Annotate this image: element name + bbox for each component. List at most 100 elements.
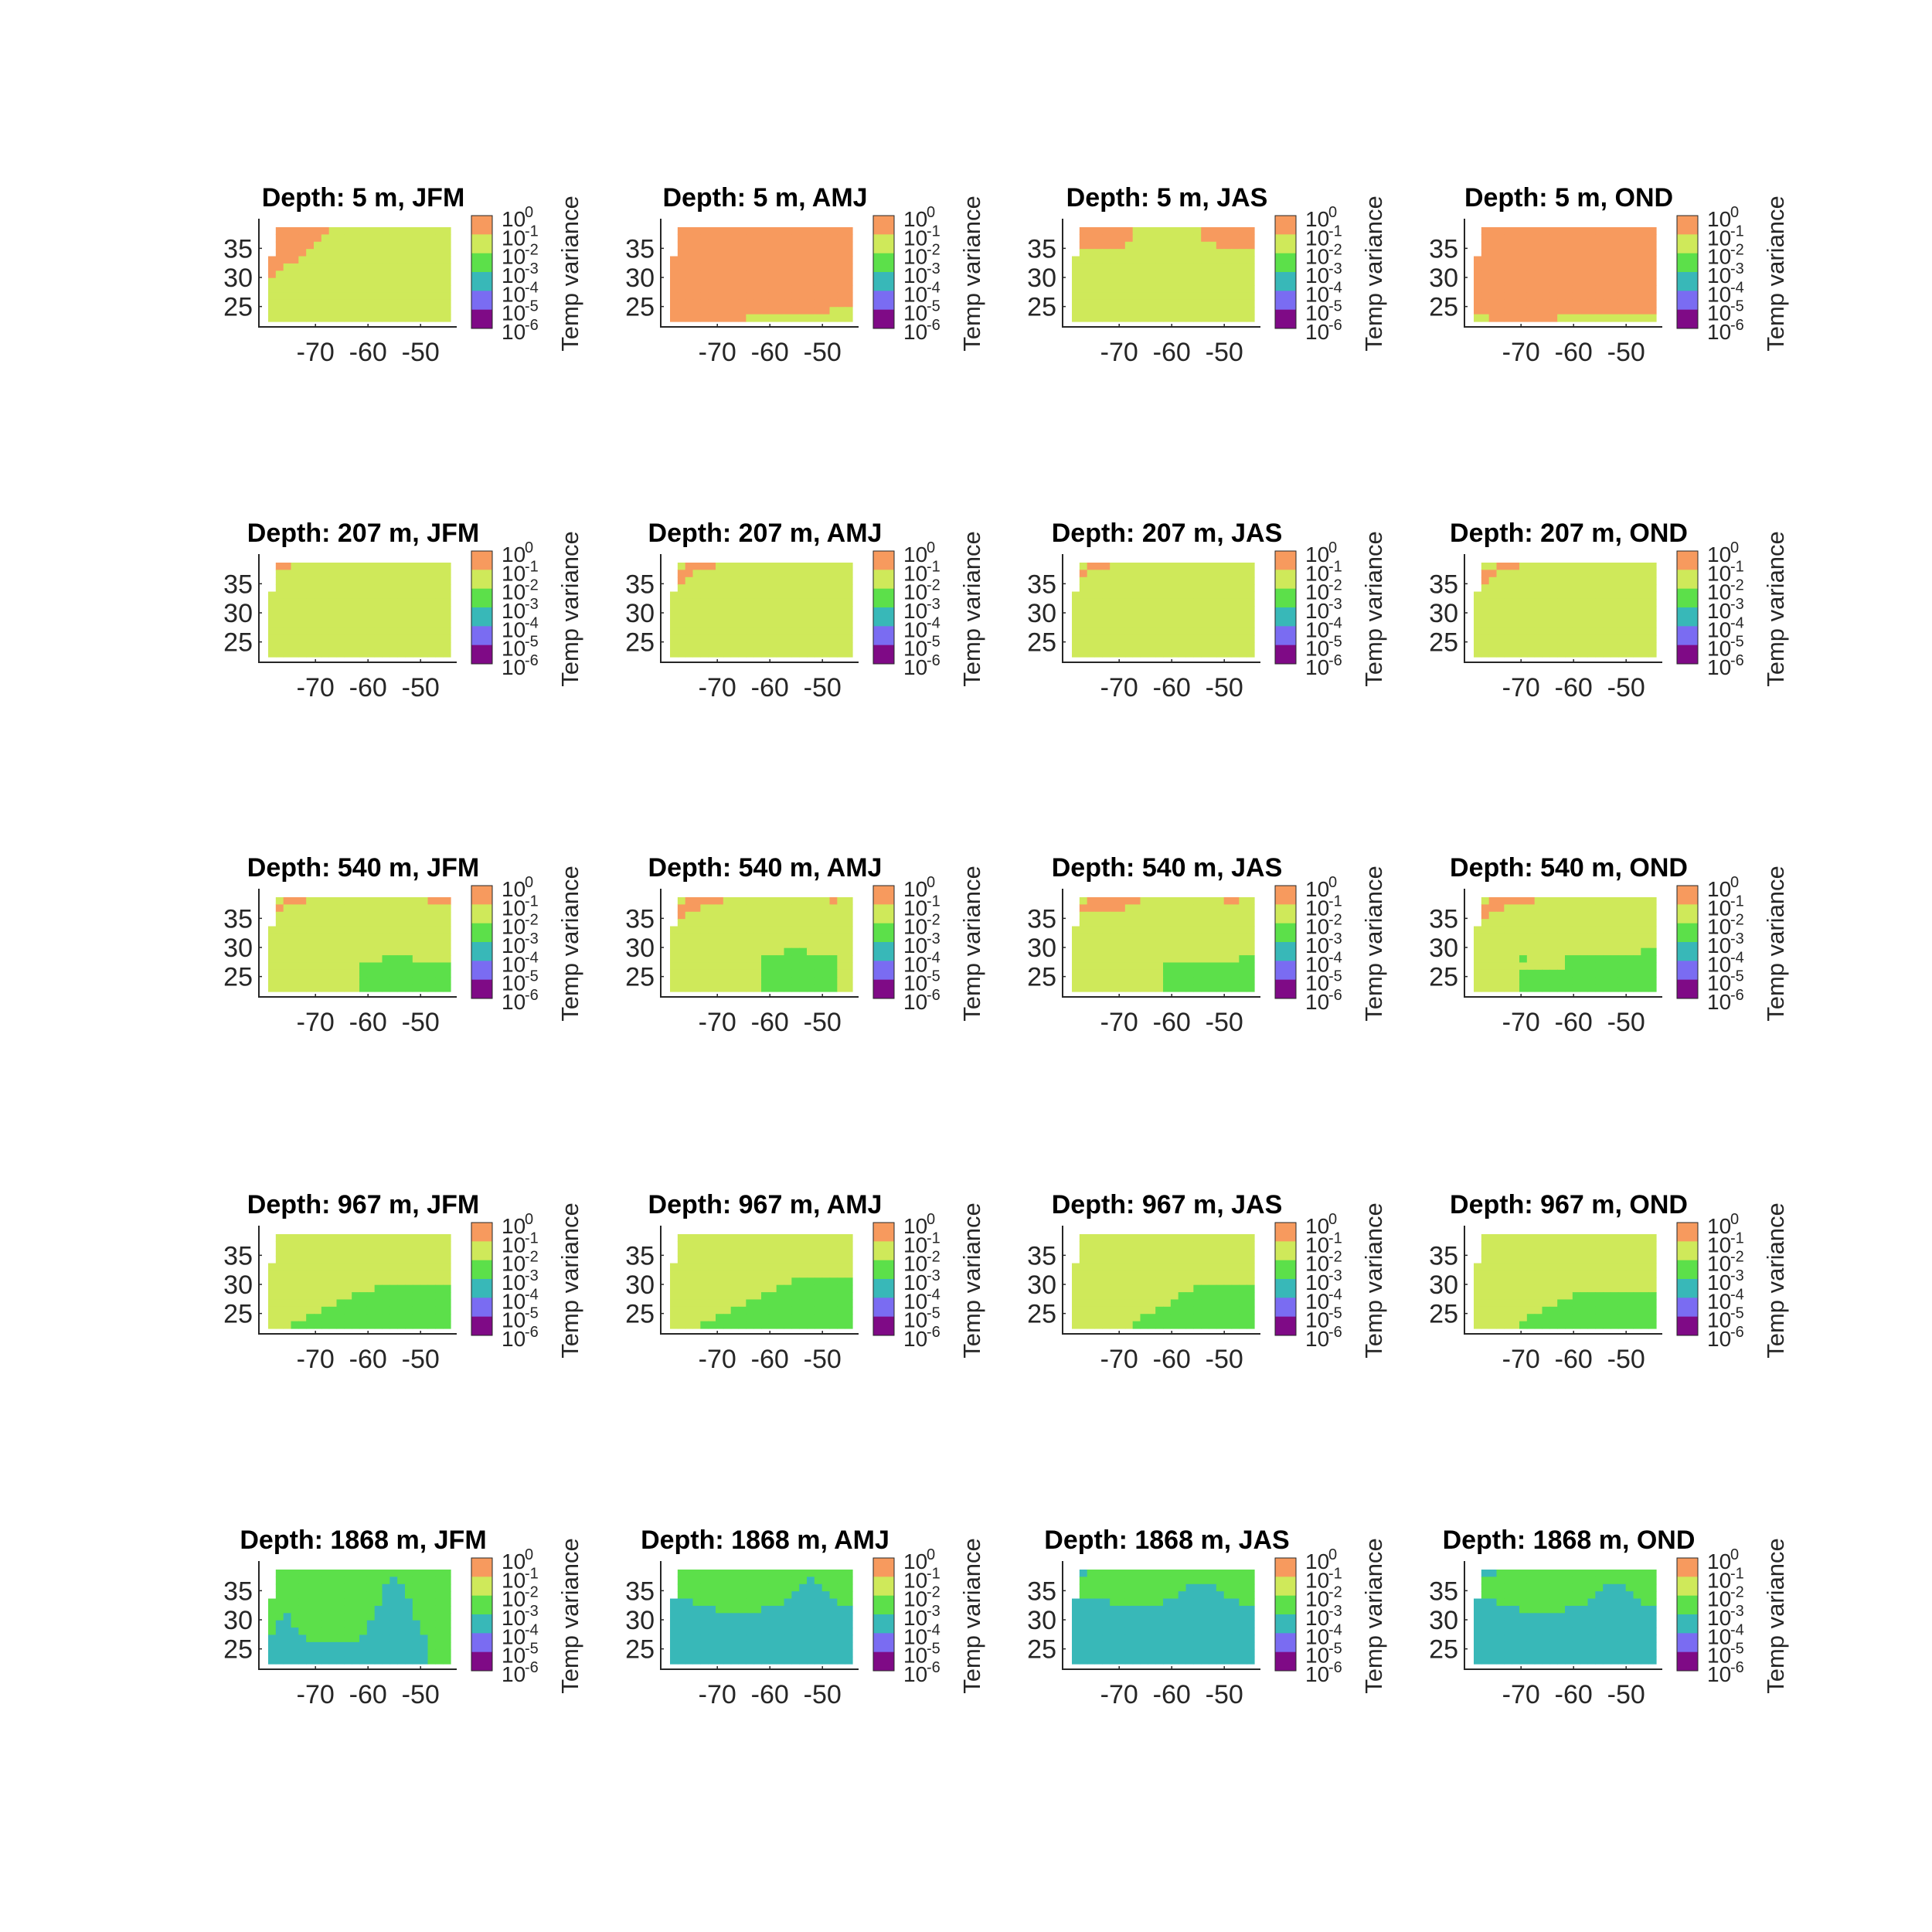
heatmap-cell bbox=[837, 234, 845, 243]
heatmap-cell bbox=[1170, 1270, 1179, 1278]
heatmap-cell bbox=[700, 926, 709, 934]
heatmap-cell bbox=[336, 642, 345, 651]
heatmap-cell bbox=[1148, 955, 1156, 964]
heatmap-cell bbox=[845, 642, 853, 651]
heatmap-cell bbox=[1641, 947, 1649, 956]
heatmap-cell bbox=[1565, 299, 1573, 308]
heatmap-cell bbox=[821, 241, 831, 250]
heatmap-cell bbox=[314, 606, 322, 614]
heatmap-cell bbox=[1580, 598, 1589, 607]
heatmap-cell bbox=[845, 270, 853, 279]
heatmap-cell bbox=[374, 940, 383, 949]
heatmap-cell bbox=[1087, 634, 1096, 643]
heatmap-cell bbox=[397, 249, 406, 257]
heatmap-cell bbox=[1580, 263, 1589, 271]
heatmap-cell bbox=[723, 1241, 732, 1250]
heatmap-cell bbox=[1216, 904, 1225, 913]
axes-frame bbox=[1062, 219, 1260, 328]
heatmap-cell bbox=[352, 1241, 360, 1250]
heatmap-cell bbox=[1117, 227, 1126, 235]
heatmap-cell bbox=[405, 577, 413, 585]
heatmap-cell bbox=[1496, 563, 1505, 570]
heatmap-cell bbox=[738, 962, 747, 971]
heatmap-cell bbox=[412, 1234, 421, 1242]
heatmap-cell bbox=[352, 1314, 360, 1322]
heatmap-cell bbox=[768, 613, 777, 621]
heatmap-cell bbox=[1072, 292, 1080, 301]
heatmap-cell bbox=[1193, 277, 1202, 286]
heatmap-cell bbox=[1481, 933, 1490, 941]
heatmap-cell bbox=[1132, 613, 1141, 621]
heatmap-cell bbox=[1496, 577, 1505, 585]
heatmap-cell bbox=[291, 234, 299, 243]
heatmap-cell bbox=[753, 962, 762, 971]
heatmap-cell bbox=[1641, 642, 1649, 651]
heatmap-cell bbox=[374, 249, 383, 257]
heatmap-cell bbox=[1140, 314, 1148, 322]
colorbar-segment bbox=[471, 291, 492, 311]
heatmap-cell bbox=[776, 307, 785, 315]
heatmap-cell bbox=[1648, 277, 1657, 286]
x-tick-label: -50 bbox=[804, 338, 842, 367]
heatmap-cell bbox=[1565, 570, 1573, 578]
heatmap-cell bbox=[829, 292, 838, 301]
heatmap-cell bbox=[1648, 904, 1657, 913]
heatmap-cell bbox=[1641, 984, 1649, 992]
heatmap-cell bbox=[1223, 904, 1233, 913]
heatmap-cell bbox=[1155, 563, 1164, 570]
heatmap-cell bbox=[359, 1277, 368, 1286]
heatmap-cell bbox=[791, 962, 800, 971]
heatmap-cell bbox=[730, 1284, 740, 1293]
heatmap-cell bbox=[374, 285, 383, 294]
heatmap-cell bbox=[321, 1234, 330, 1242]
heatmap-cell bbox=[1496, 977, 1505, 985]
colorbar-tick-exponent: 0 bbox=[1730, 539, 1739, 556]
heatmap-cell bbox=[1124, 249, 1134, 257]
heatmap-cell bbox=[1587, 634, 1596, 643]
heatmap-cell bbox=[1247, 1263, 1255, 1271]
heatmap-cell bbox=[1565, 241, 1573, 250]
heatmap-cell bbox=[1557, 570, 1566, 578]
heatmap-cell bbox=[738, 897, 747, 905]
heatmap-cell bbox=[1641, 634, 1649, 643]
heatmap-cell bbox=[382, 1241, 390, 1250]
heatmap-cell bbox=[1140, 584, 1148, 593]
heatmap-cell bbox=[1247, 984, 1255, 992]
heatmap-cell bbox=[328, 649, 338, 658]
heatmap-cell bbox=[716, 227, 724, 235]
heatmap-cell bbox=[1239, 299, 1247, 308]
heatmap-cell bbox=[1079, 628, 1088, 636]
heatmap-cell bbox=[420, 292, 429, 301]
heatmap-cell bbox=[1178, 307, 1187, 315]
heatmap-cell bbox=[761, 606, 770, 614]
heatmap-cell bbox=[397, 1277, 406, 1286]
heatmap-cell bbox=[321, 940, 330, 949]
heatmap-cell bbox=[814, 628, 823, 636]
colorbar-tick-base: 10 bbox=[1707, 320, 1731, 344]
heatmap-cell bbox=[1648, 584, 1657, 593]
heatmap-cell bbox=[753, 621, 762, 629]
heatmap-cell bbox=[412, 947, 421, 956]
heatmap-cell bbox=[1557, 940, 1566, 949]
heatmap-cell bbox=[352, 591, 360, 600]
heatmap-cell bbox=[1617, 584, 1627, 593]
heatmap-cell bbox=[1504, 649, 1512, 658]
heatmap-cell bbox=[443, 634, 451, 643]
heatmap-cell bbox=[397, 1306, 406, 1315]
heatmap-cell bbox=[412, 249, 421, 257]
heatmap-cell bbox=[821, 1284, 831, 1293]
heatmap-cell bbox=[837, 621, 845, 629]
heatmap-cell bbox=[677, 249, 686, 257]
heatmap-cell bbox=[1094, 1234, 1103, 1242]
heatmap-cell bbox=[746, 292, 754, 301]
heatmap-cell bbox=[382, 307, 390, 315]
heatmap-cell bbox=[1087, 227, 1096, 235]
heatmap-cell bbox=[1595, 977, 1604, 985]
heatmap-cell bbox=[1641, 962, 1649, 971]
heatmap-cell bbox=[807, 897, 815, 905]
heatmap-cell bbox=[1079, 947, 1088, 956]
heatmap-cell bbox=[708, 292, 716, 301]
heatmap-cell bbox=[730, 277, 740, 286]
heatmap-cell bbox=[723, 984, 732, 992]
heatmap-cell bbox=[1216, 649, 1225, 658]
